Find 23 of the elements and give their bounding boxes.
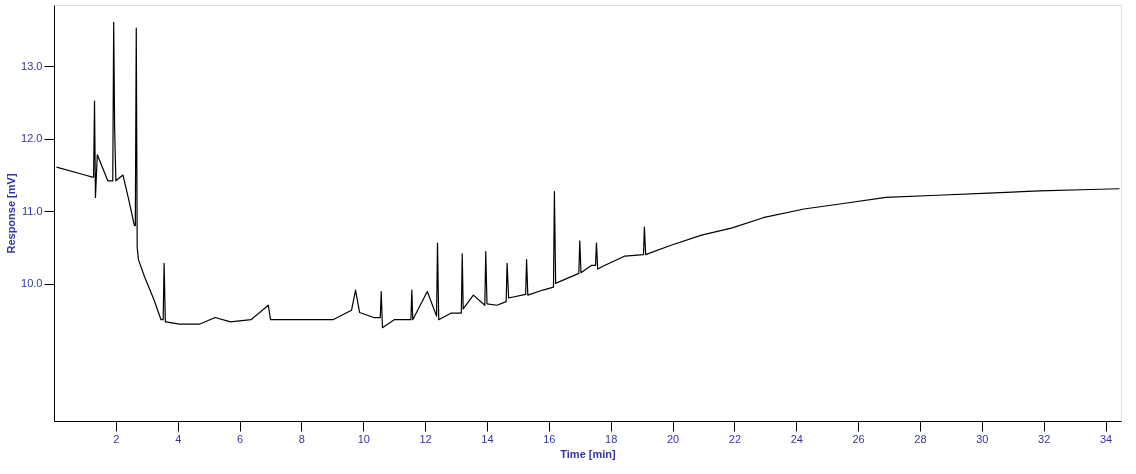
x-tick-label: 26 (852, 432, 865, 445)
x-tick-label: 6 (237, 432, 244, 445)
x-tick-label: 18 (605, 432, 618, 445)
x-tick-label: 16 (543, 432, 556, 445)
x-tick-label: 2 (113, 432, 120, 445)
x-tick-label: 28 (914, 432, 927, 445)
x-axis-title: Time [min] (560, 447, 617, 460)
y-axis-title: Response [mV] (5, 173, 18, 254)
y-tick-label: 13.0 (21, 60, 43, 72)
x-tick-label: 12 (419, 432, 432, 445)
y-tick-label: 10.0 (21, 277, 43, 290)
x-tick-label: 14 (481, 432, 494, 445)
x-tick-label: 22 (728, 432, 742, 445)
y-tick-label: 12.0 (21, 132, 43, 145)
x-tick-label: 32 (1038, 432, 1051, 445)
x-tick-label: 24 (790, 432, 803, 445)
y-tick-label: 11.0 (21, 204, 43, 217)
x-tick-label: 10 (357, 432, 370, 445)
x-tick-label: 8 (298, 432, 305, 445)
x-tick-label: 20 (666, 432, 680, 445)
x-tick-label: 34 (1099, 432, 1113, 445)
x-tick-label: 30 (976, 432, 989, 445)
x-tick-label: 4 (175, 432, 182, 445)
